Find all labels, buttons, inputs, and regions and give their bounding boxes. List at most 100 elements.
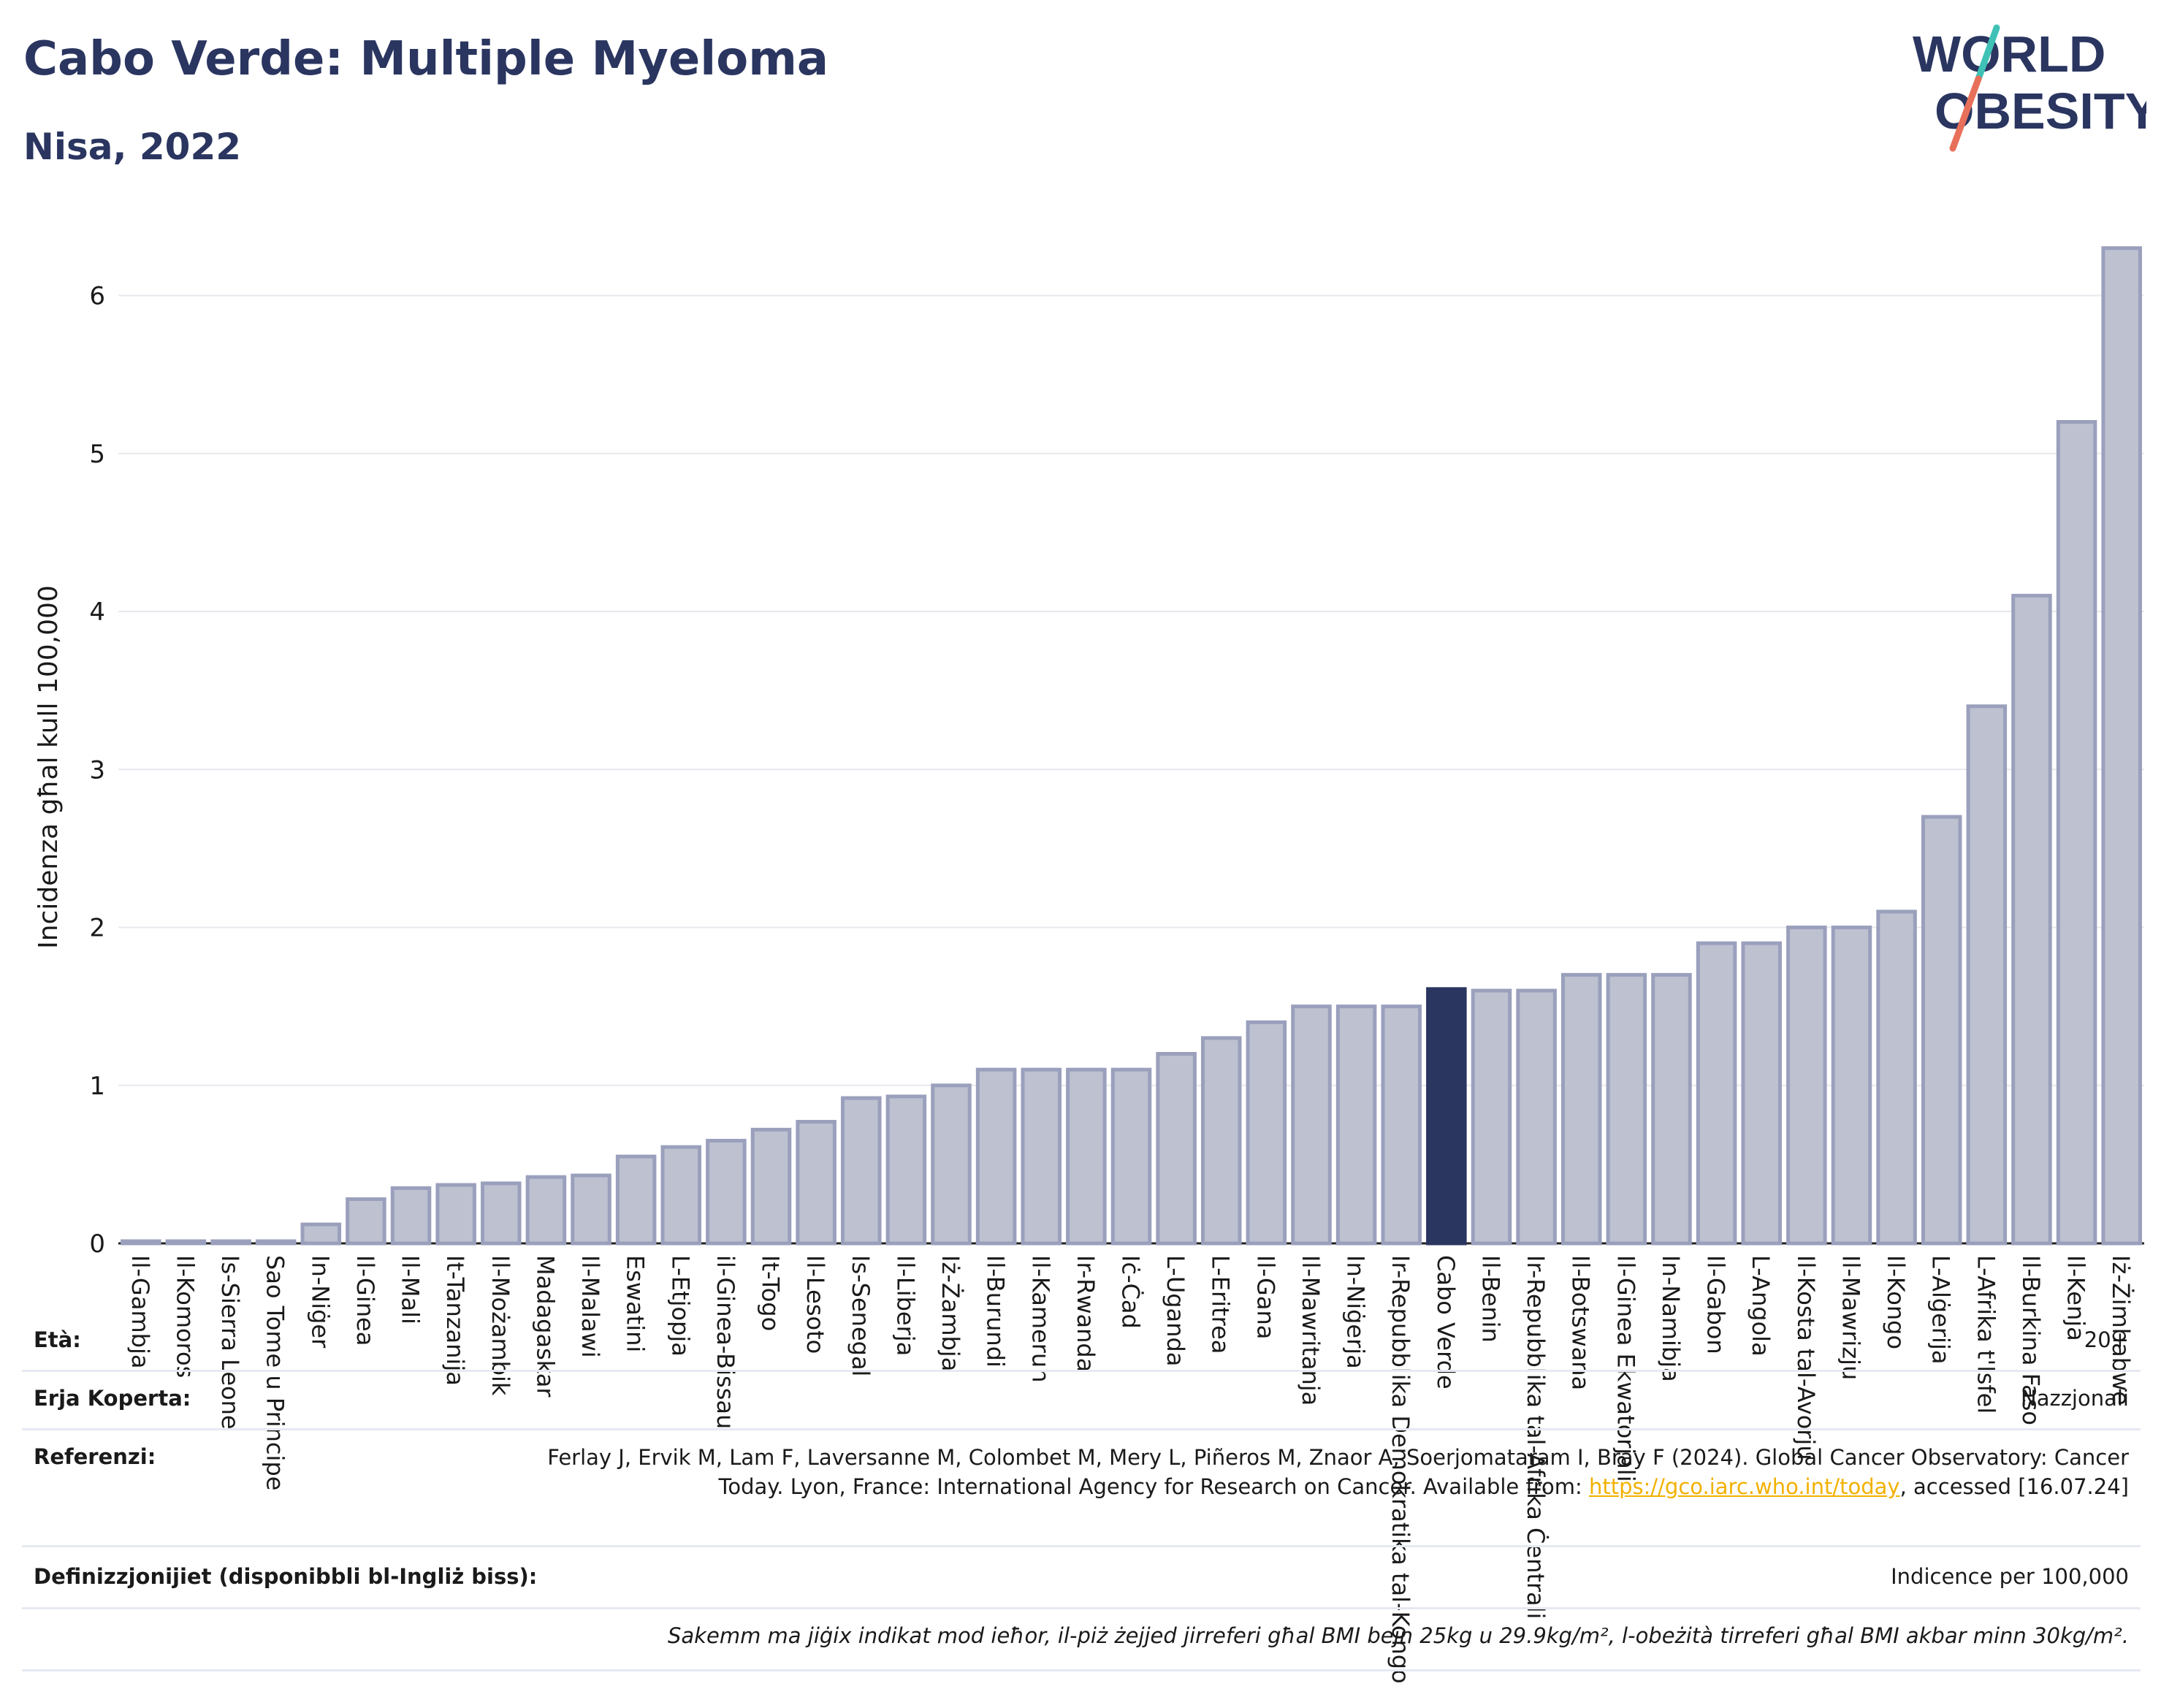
bar (975, 1067, 1017, 1246)
x-tick-label: L-Angola (1747, 1255, 1775, 1357)
x-tick-label: Il-Możambik (487, 1255, 514, 1396)
logo-word-world: WORLD (1913, 26, 2105, 83)
y-tick-label: 2 (89, 914, 105, 943)
bar (796, 1119, 836, 1246)
bar (660, 1145, 702, 1246)
bar (1200, 1036, 1242, 1246)
bar (481, 1181, 522, 1246)
bar (931, 1083, 972, 1246)
x-tick-label: Cabo Verde (1432, 1255, 1460, 1389)
x-tick-label: Il-Burkina Faso (2017, 1255, 2045, 1425)
x-tick-label: Il-Lesoto (801, 1255, 829, 1354)
references-label: Referenzi: (34, 1444, 156, 1469)
x-tick-label: It-Togo (757, 1255, 785, 1331)
y-axis: 0 1 2 3 4 5 6 (89, 282, 105, 1259)
x-tick-label: In-Niġer (306, 1255, 334, 1349)
bar (615, 1154, 657, 1246)
bar (841, 1096, 882, 1246)
x-tick-label: Il-Mali (397, 1255, 424, 1324)
bar (750, 1127, 792, 1246)
bar (121, 1239, 161, 1246)
x-tick-label: Iċ-Ċad (1117, 1255, 1145, 1329)
y-tick-label: 1 (89, 1072, 105, 1101)
x-tick-label: Il-Mawritanja (1297, 1255, 1325, 1406)
obesity-definition-note: Sakemm ma jiġix indikat mod ieħor, il-pi… (668, 1623, 2129, 1648)
bar (255, 1239, 297, 1246)
bar (1651, 972, 1692, 1246)
y-tick-label: 4 (89, 598, 105, 627)
bar (525, 1175, 567, 1246)
x-tick-label: Il-Komoros (171, 1255, 199, 1378)
coverage-label: Erja Koperta: (34, 1386, 191, 1411)
x-tick-label: L-Etjopja (666, 1255, 694, 1357)
bar (390, 1186, 432, 1246)
bar (571, 1173, 611, 1246)
chart-title: Cabo Verde: Multiple Myeloma (23, 32, 829, 86)
bar (300, 1222, 342, 1246)
x-tick-label: Il-Gambja (126, 1255, 154, 1368)
x-axis-labels: Il-Gambja Il-Komoros Is-Sierra Leone Sao To… (126, 1255, 2135, 1684)
coverage-value: Nazzjonali (2021, 1386, 2129, 1411)
definitions-label: Definizzjonijiet (disponibbli bl-Ingliż … (34, 1564, 538, 1589)
bar (1246, 1020, 1287, 1246)
bar (346, 1197, 386, 1246)
x-tick-label: Il-Ginea (351, 1255, 379, 1346)
world-obesity-logo: WORLD OBESITY (1913, 24, 2146, 152)
references-body: Ferlay J, Ervik M, Lam F, Laversanne M, … (547, 1445, 2129, 1499)
bar (1560, 972, 1602, 1246)
bar (165, 1239, 207, 1246)
y-tick-label: 5 (89, 440, 105, 469)
logo-slash-teal (1975, 24, 2000, 83)
bar (1741, 941, 1782, 1246)
bar (1786, 926, 1827, 1246)
x-tick-label: Il-Malawi (576, 1255, 604, 1358)
references-tail: , accessed [16.07.24] (1899, 1474, 2129, 1499)
bar (435, 1183, 476, 1246)
y-tick-label: 6 (89, 282, 105, 311)
x-tick-label: L-Eritrea (1207, 1255, 1235, 1354)
x-tick-label: Is-Senegal (847, 1255, 874, 1376)
bars (121, 246, 2142, 1246)
bar (1696, 941, 1737, 1246)
logo-slash-coral (1949, 75, 1982, 152)
age-value: 20+ (2084, 1327, 2129, 1352)
bar (706, 1138, 747, 1246)
info-row-note: Sakemm ma jiġix indikat mod ieħor, il-pi… (22, 1607, 2141, 1671)
bar (1876, 910, 1917, 1246)
info-row-definitions: Definizzjonijiet (disponibbli bl-Ingliż … (22, 1545, 2141, 1609)
bar (2011, 593, 2052, 1246)
bar (1921, 815, 1962, 1246)
x-tick-label: Iż-Żimbabwe (2107, 1255, 2135, 1406)
bar (1831, 926, 1872, 1246)
bar (1291, 1004, 1332, 1246)
x-tick-label: Il-Kongo (1882, 1255, 1910, 1349)
info-row-age: Età: 20+ (22, 1311, 2141, 1372)
bar (2101, 246, 2142, 1246)
bar (1966, 704, 2008, 1246)
bar (1335, 1004, 1377, 1246)
y-axis-title: Incidenza għal kull 100,000 (34, 585, 64, 949)
x-tick-label: In-Niġerja (1342, 1255, 1370, 1369)
x-tick-label: Il-Ginea Ekwatorjali (1612, 1255, 1639, 1482)
x-tick-label: il-Ginea-Bissau (712, 1255, 739, 1429)
definitions-value: Indicence per 100,000 (1891, 1564, 2129, 1589)
x-tick-label: L-Alġerija (1927, 1255, 1955, 1364)
info-row-references: Referenzi: Ferlay J, Ervik M, Lam F, Lav… (22, 1428, 2141, 1547)
bar (1426, 987, 1467, 1246)
x-tick-label: L-Afrika t'Isfel (1972, 1255, 2000, 1414)
x-tick-label: In-Namibja (1657, 1255, 1685, 1382)
x-tick-label: Il-Mawrizju (1837, 1255, 1864, 1380)
references-text: Ferlay J, Ervik M, Lam F, Laversanne M, … (485, 1443, 2129, 1501)
x-tick-label: Il-Gana (1251, 1255, 1279, 1339)
references-link[interactable]: https://gco.iarc.who.int/today (1588, 1474, 1900, 1499)
x-tick-label: Il-Gabon (1702, 1255, 1730, 1354)
x-tick-label: Il-Botswana (1567, 1255, 1595, 1390)
x-tick-label: Eswatini (622, 1255, 649, 1352)
chart-subtitle: Nisa, 2022 (23, 126, 242, 168)
info-row-coverage: Erja Koperta: Nazzjonali (22, 1370, 2141, 1430)
x-tick-label: Il-Kamerun (1026, 1255, 1054, 1382)
x-tick-label: It-Tanzanija (441, 1255, 469, 1386)
age-label: Età: (34, 1327, 81, 1352)
bar (885, 1094, 927, 1246)
